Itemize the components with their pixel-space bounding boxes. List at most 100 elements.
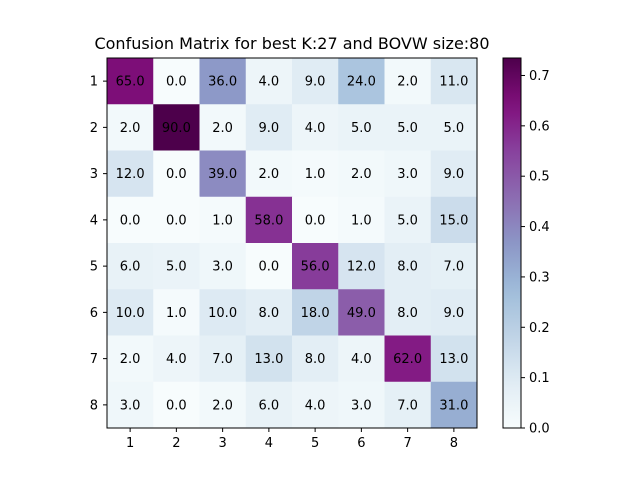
heatmap-cell (107, 104, 154, 151)
cell-value-label: 31.0 (439, 398, 468, 413)
cell-value-label: 1.0 (351, 213, 372, 228)
cell-value-label: 2.0 (397, 75, 418, 90)
heatmap-cell (245, 104, 293, 151)
cell-value-label: 5.0 (397, 121, 418, 136)
heatmap-cell (338, 289, 385, 336)
heatmap-cell (430, 196, 478, 244)
cell-value-label: 3.0 (120, 398, 141, 413)
cell-value-label: 9.0 (444, 306, 465, 321)
cell-value-label: 49.0 (347, 306, 376, 321)
colorbar-tick-label: 0.6 (529, 119, 550, 134)
cell-value-label: 12.0 (347, 260, 376, 275)
heatmap-cell (107, 335, 154, 383)
cell-value-label: 4.0 (305, 398, 326, 413)
heatmap-cell (153, 150, 200, 198)
chart-title: Confusion Matrix for best K:27 and BOVW … (94, 34, 489, 53)
heatmap-cell (245, 335, 293, 383)
heatmap-cell (384, 104, 432, 151)
heatmap-cell (153, 104, 200, 151)
heatmap-cell (245, 58, 293, 105)
cell-value-label: 3.0 (212, 260, 233, 275)
cell-value-label: 12.0 (116, 167, 145, 182)
cell-value-label: 90.0 (162, 121, 191, 136)
cell-value-label: 2.0 (351, 167, 372, 182)
cell-value-label: 62.0 (393, 352, 422, 367)
cell-value-label: 24.0 (347, 75, 376, 90)
heatmap-cell (430, 150, 478, 198)
heatmap-cell (430, 381, 478, 429)
heatmap-cell (384, 196, 432, 244)
cell-value-label: 2.0 (120, 121, 141, 136)
heatmap-cell (384, 58, 432, 105)
x-tick-label: 1 (126, 436, 134, 451)
heatmap-cell (199, 150, 247, 198)
heatmap-cell (384, 381, 432, 429)
cell-value-label: 7.0 (444, 260, 465, 275)
x-tick-label: 6 (357, 436, 365, 451)
y-tick-label: 3 (90, 167, 98, 182)
colorbar-tick-label: 0.3 (529, 270, 550, 285)
heatmap-cell (153, 58, 200, 105)
cell-value-label: 0.0 (166, 213, 187, 228)
cell-value-label: 5.0 (166, 260, 187, 275)
heatmap-cell (107, 381, 154, 429)
heatmap-cell (245, 243, 293, 290)
cell-value-label: 8.0 (397, 306, 418, 321)
cell-value-label: 4.0 (166, 352, 187, 367)
heatmap-cell (338, 381, 385, 429)
cell-value-label: 1.0 (305, 167, 326, 182)
heatmap-cell (245, 150, 293, 198)
plot-frame (106, 57, 478, 429)
cell-value-label: 4.0 (259, 75, 280, 90)
heatmap-cell (292, 196, 339, 244)
heatmap-cell (292, 335, 339, 383)
cell-value-label: 8.0 (259, 306, 280, 321)
y-tick-label: 7 (90, 352, 98, 367)
heatmap-cell (153, 335, 200, 383)
cell-value-label: 0.0 (166, 167, 187, 182)
y-tick-label: 2 (90, 121, 98, 136)
colorbar-tick-label: 0.0 (529, 422, 550, 437)
cell-value-label: 13.0 (254, 352, 283, 367)
colorbar-tick-label: 0.5 (529, 170, 550, 185)
heatmap-cell (107, 196, 154, 244)
cell-value-label: 9.0 (305, 75, 326, 90)
heatmap-cell (245, 196, 293, 244)
heatmap-cell (338, 104, 385, 151)
y-tick-label: 8 (90, 398, 98, 413)
y-axis: 1 2 3 4 5 6 7 8 (90, 75, 107, 413)
cell-value-label: 9.0 (444, 167, 465, 182)
heatmap-cell (384, 289, 432, 336)
heatmap-cell (199, 335, 247, 383)
heatmap-cell (199, 104, 247, 151)
cell-value-label: 3.0 (397, 167, 418, 182)
heatmap-cell (245, 381, 293, 429)
heatmap-cell (107, 289, 154, 336)
heatmap-cell (199, 196, 247, 244)
heatmap-cell (338, 58, 385, 105)
heatmap-cell (199, 243, 247, 290)
y-tick-label: 4 (90, 213, 98, 228)
cell-value-label: 6.0 (259, 398, 280, 413)
heatmap-cell (292, 289, 339, 336)
heatmap-cell (153, 289, 200, 336)
cell-value-label: 2.0 (212, 398, 233, 413)
cell-value-label: 5.0 (351, 121, 372, 136)
colorbar-tick-label: 0.7 (529, 69, 550, 84)
cell-value-label: 8.0 (397, 260, 418, 275)
cell-value-label: 56.0 (301, 260, 330, 275)
heatmap-cell (384, 150, 432, 198)
cell-value-label: 36.0 (208, 75, 237, 90)
heatmap-cell (107, 243, 154, 290)
heatmap-cell (153, 381, 200, 429)
heatmap-cell (292, 58, 339, 105)
heatmap-cell (430, 243, 478, 290)
cell-value-label: 8.0 (305, 352, 326, 367)
heatmap-cells: 65.0 0.0 36.0 4.0 9.0 24.0 2.0 11.0 2.0 90.0 2.0 9.… (107, 58, 478, 429)
heatmap-cell (153, 196, 200, 244)
cell-value-label: 6.0 (120, 260, 141, 275)
y-tick-label: 5 (90, 260, 98, 275)
cell-value-label: 5.0 (397, 213, 418, 228)
cell-value-label: 15.0 (439, 213, 468, 228)
